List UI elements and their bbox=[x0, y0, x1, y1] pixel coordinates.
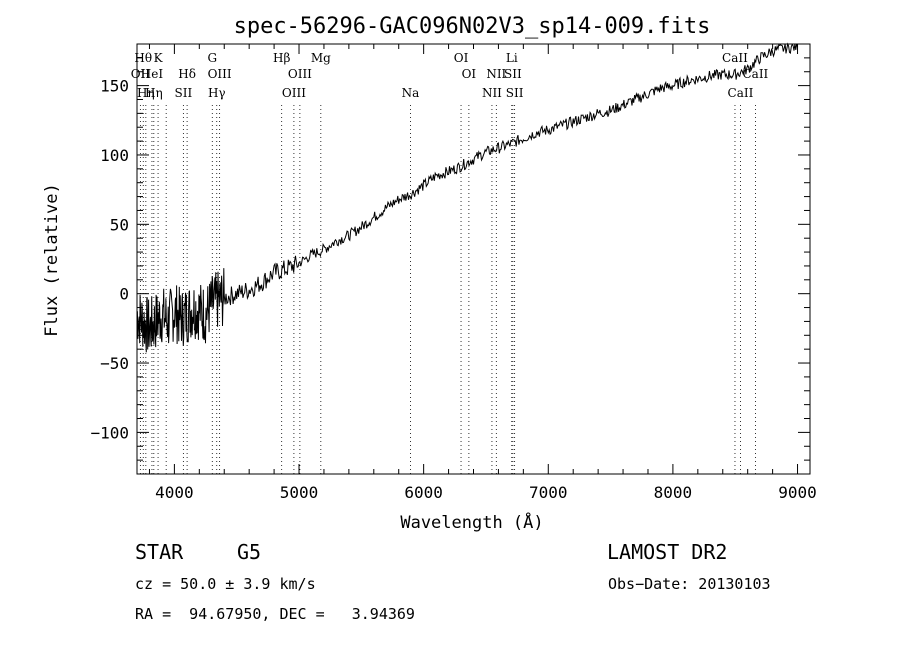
line-marker-label: NII bbox=[486, 67, 506, 81]
x-tick-label: 6000 bbox=[404, 483, 443, 502]
line-marker-label: OIII bbox=[288, 67, 312, 81]
line-marker-label: Hθ bbox=[134, 51, 152, 65]
line-marker-label: Li bbox=[506, 51, 518, 65]
line-marker-label: CaII bbox=[742, 67, 768, 81]
line-marker-label: Hη bbox=[137, 86, 155, 100]
y-tick-label: −50 bbox=[100, 354, 129, 373]
x-tick-label: 5000 bbox=[280, 483, 319, 502]
spectrum-line bbox=[136, 42, 798, 353]
obs-date: Obs−Date: 20130103 bbox=[608, 575, 771, 593]
y-tick-label: −100 bbox=[90, 423, 129, 442]
line-marker-label: NII bbox=[482, 86, 502, 100]
line-marker-label: SII bbox=[175, 86, 193, 100]
line-marker-label: CaII bbox=[728, 86, 754, 100]
y-tick-label: 150 bbox=[100, 77, 129, 96]
y-axis-label: Flux (relative) bbox=[42, 183, 62, 337]
survey-name: LAMOST DR2 bbox=[607, 540, 728, 564]
line-markers: OII Hθ Hη HeI Hη K SII Hδ G Hγ OIII Hβ OIII OIII Mg Na O… bbox=[131, 51, 769, 474]
line-marker-label: Hδ bbox=[178, 67, 196, 81]
line-marker-label: OI bbox=[462, 67, 477, 81]
line-marker-label: CaII bbox=[722, 51, 748, 65]
plot-frame bbox=[136, 43, 811, 475]
line-marker-label: Hβ bbox=[273, 51, 290, 65]
line-marker-label: OIII bbox=[282, 86, 306, 100]
plot-area bbox=[136, 42, 798, 353]
line-marker-label: HeI bbox=[141, 67, 164, 81]
line-marker-label: Mg bbox=[311, 51, 331, 65]
line-marker-label: SII bbox=[504, 67, 522, 81]
line-marker-label: Hγ bbox=[208, 86, 226, 100]
y-tick-label: 0 bbox=[119, 285, 129, 304]
line-marker-label: OII bbox=[131, 67, 151, 81]
y-tick-label: 100 bbox=[100, 146, 129, 165]
line-marker-label: Hη bbox=[145, 86, 163, 100]
y-tick-label: 50 bbox=[110, 215, 129, 234]
line-marker-label: OIII bbox=[208, 67, 232, 81]
line-marker-label: SII bbox=[506, 86, 524, 100]
x-tick-label: 9000 bbox=[778, 483, 817, 502]
line-marker-label: K bbox=[154, 51, 164, 65]
x-tick-label: 4000 bbox=[155, 483, 194, 502]
coordinates: RA = 94.67950, DEC = 3.94369 bbox=[135, 605, 415, 623]
redshift-cz: cz = 50.0 ± 3.9 km/s bbox=[135, 575, 316, 593]
x-tick-label: 7000 bbox=[529, 483, 568, 502]
x-tick-label: 8000 bbox=[654, 483, 693, 502]
object-class: STAR bbox=[135, 540, 184, 564]
chart-title: spec-56296-GAC096N02V3_sp14-009.fits bbox=[234, 14, 711, 39]
object-subclass: G5 bbox=[237, 540, 262, 564]
axes: 4000 5000 6000 7000 8000 9000 −100 −50 0 50 100 150 bbox=[90, 43, 817, 502]
line-marker-label: OI bbox=[454, 51, 469, 65]
line-marker-label: Na bbox=[402, 86, 420, 100]
x-axis-label: Wavelength (Å) bbox=[400, 511, 543, 533]
line-marker-label: G bbox=[207, 51, 217, 65]
